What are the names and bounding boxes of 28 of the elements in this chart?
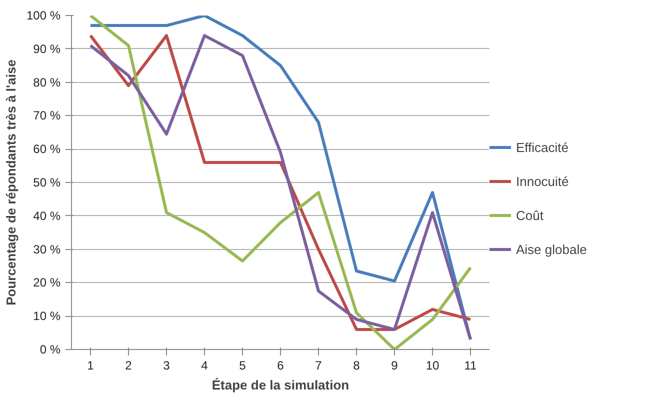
x-tick-label: 4 (201, 358, 208, 372)
x-tick-label: 5 (239, 358, 246, 372)
x-tick-label: 7 (315, 358, 322, 372)
y-axis-title: Pourcentage de répondants très à l'aise (3, 60, 18, 306)
x-tick-label: 6 (277, 358, 284, 372)
y-tick-label: 100 % (26, 8, 61, 22)
y-tick-label: 10 % (33, 309, 61, 324)
x-tick-label: 2 (125, 358, 132, 372)
legend-label: Efficacité (516, 140, 569, 154)
y-tick-label: 20 % (33, 276, 61, 290)
y-tick-label: 70 % (33, 108, 61, 123)
y-tick-label: 50 % (33, 176, 61, 190)
legend-label: Aise globale (516, 242, 587, 256)
x-tick-label: 9 (391, 358, 398, 372)
legend-label: Innocuité (516, 174, 569, 188)
legend-label: Coût (516, 208, 544, 222)
x-tick-label: 8 (353, 358, 360, 372)
x-tick-label: 10 (426, 358, 440, 372)
y-tick-label: 30 % (33, 242, 61, 256)
y-tick-label: 90 % (33, 42, 61, 56)
x-tick-label: 1 (87, 358, 94, 372)
y-tick-label: 60 % (33, 142, 61, 156)
y-tick-label: 80 % (33, 75, 61, 90)
y-tick-label: 40 % (33, 208, 61, 223)
x-axis-title: Étape de la simulation (212, 378, 350, 392)
y-tick-label: 0 % (40, 342, 61, 356)
x-tick-label: 3 (163, 358, 170, 372)
x-tick-label: 11 (464, 358, 478, 372)
